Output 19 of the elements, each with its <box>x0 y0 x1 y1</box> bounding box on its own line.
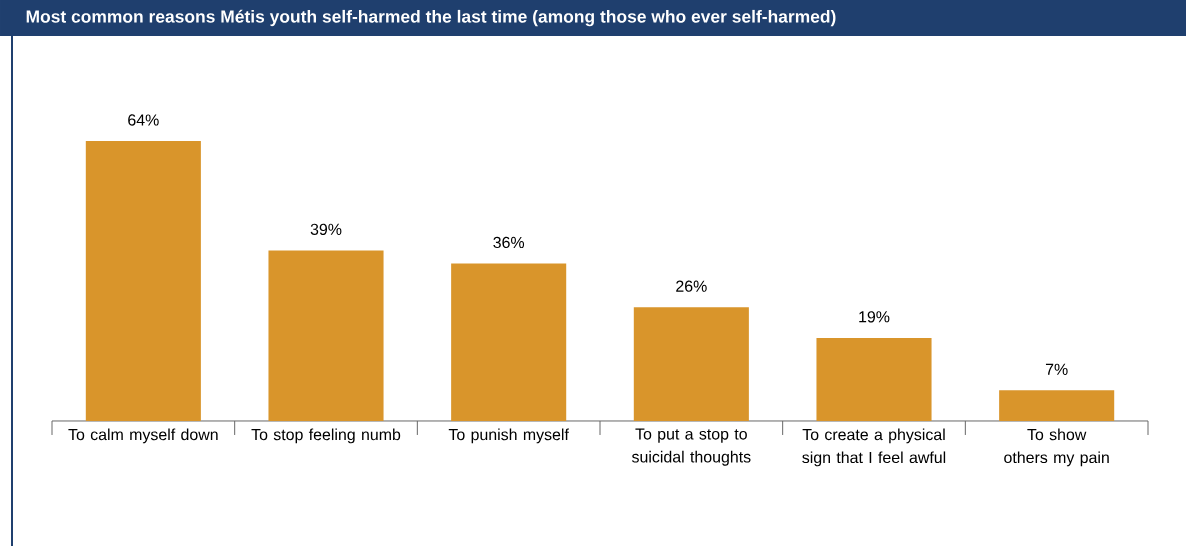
bar <box>85 141 201 421</box>
x-tick-label: To put a stop to suicidal thoughts <box>631 428 751 466</box>
data-label: 19% <box>859 311 890 323</box>
data-label: 26% <box>676 280 707 292</box>
bar <box>451 263 567 421</box>
x-tick-label: To show others my pain <box>1004 428 1109 467</box>
bar <box>816 337 932 421</box>
chart-title: Most common reasons Métis youth self-harmed the last time (among those who ever self-harmed) <box>26 9 836 27</box>
x-tick-label: To create a physical sign that I feel awful <box>802 428 946 467</box>
bar <box>268 250 384 421</box>
data-label: 36% <box>493 236 525 249</box>
x-tick-label: To punish myself <box>448 428 569 444</box>
bar <box>999 390 1115 421</box>
x-tick-label: To calm myself down <box>68 428 218 444</box>
bar <box>633 307 749 421</box>
data-label: 64% <box>128 114 159 126</box>
x-tick-label: To stop feeling numb <box>251 428 401 444</box>
data-label: 39% <box>310 223 342 235</box>
data-label: 7% <box>1045 363 1068 375</box>
